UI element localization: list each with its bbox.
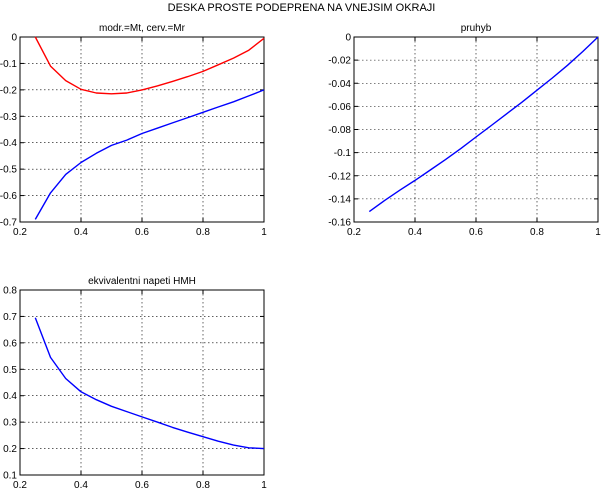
- y-tick-label: -0.6: [0, 191, 17, 202]
- x-tick-label: 0.8: [530, 227, 544, 238]
- y-tick-label: -0.7: [0, 218, 17, 229]
- series-line: [34, 36, 265, 95]
- x-tick-label: 0.4: [74, 227, 88, 238]
- y-tick-label: -0.3: [0, 112, 17, 123]
- x-tick-label: 0.2: [13, 227, 27, 238]
- y-tick-label: -0.2: [0, 85, 17, 96]
- x-tick-label: 0.6: [469, 227, 483, 238]
- y-tick-label: 0.8: [3, 286, 17, 297]
- x-tick-label: 0.6: [135, 227, 149, 238]
- y-tick-label: 0.3: [3, 418, 17, 429]
- x-tick-label: 0.4: [408, 227, 422, 238]
- y-tick-label: -0.14: [328, 194, 351, 205]
- y-tick-label: 0.7: [3, 312, 17, 323]
- y-tick-label: -0.5: [0, 165, 17, 176]
- series-line: [34, 317, 265, 450]
- x-tick-label: 0.2: [347, 227, 361, 238]
- y-tick-label: -0.1: [0, 59, 17, 70]
- y-tick-label: -0.1: [334, 148, 352, 159]
- y-tick-label: 0: [11, 33, 17, 44]
- y-tick-label: -0.16: [328, 218, 351, 229]
- x-tick-label: 1: [595, 227, 601, 238]
- y-tick-label: 0: [345, 33, 351, 44]
- chart-title: ekvivalentni napeti HMH: [88, 276, 196, 287]
- x-tick-label: 0.6: [135, 480, 149, 490]
- y-tick-label: -0.02: [328, 56, 351, 67]
- chart-title: modr.=Mt, cerv.=Mr: [99, 23, 186, 34]
- chart-2: 0.2 0.4 0.6 0.8 1 0 -0.02 -0.04 -0.06 -0.08 -0.1 -0…: [328, 23, 601, 238]
- x-tick-label: 1: [261, 227, 267, 238]
- y-tick-label: 0.1: [3, 471, 17, 482]
- y-tick-label: -0.12: [328, 171, 351, 182]
- y-tick-label: 0.6: [3, 338, 17, 349]
- x-tick-label: 0.2: [13, 480, 27, 490]
- chart-title: pruhyb: [461, 23, 492, 34]
- y-tick-label: -0.06: [328, 102, 351, 113]
- x-tick-label: 1: [261, 480, 267, 490]
- y-tick-label: 0.4: [3, 391, 17, 402]
- x-tick-label: 0.8: [196, 227, 210, 238]
- y-tick-label: -0.08: [328, 125, 351, 136]
- figure-title: DESKA PROSTE PODEPRENA NA VNEJSIM OKRAJI: [167, 2, 436, 14]
- x-tick-label: 0.8: [196, 480, 210, 490]
- series-line: [34, 89, 265, 220]
- x-tick-label: 0.4: [74, 480, 88, 490]
- chart-1: 0.2 0.4 0.6 0.8 1 0 -0.1 -0.2 -0.3 -0.4 -0.5 -0.6 -0…: [0, 23, 267, 238]
- chart-3: 0.2 0.4 0.6 0.8 10.80.70.60.50.40.30.20.1ekv…: [3, 276, 267, 490]
- y-tick-label: 0.5: [3, 365, 17, 376]
- y-tick-label: -0.04: [328, 79, 351, 90]
- y-tick-label: -0.4: [0, 138, 17, 149]
- y-tick-label: 0.2: [3, 444, 17, 455]
- series-line: [368, 36, 599, 213]
